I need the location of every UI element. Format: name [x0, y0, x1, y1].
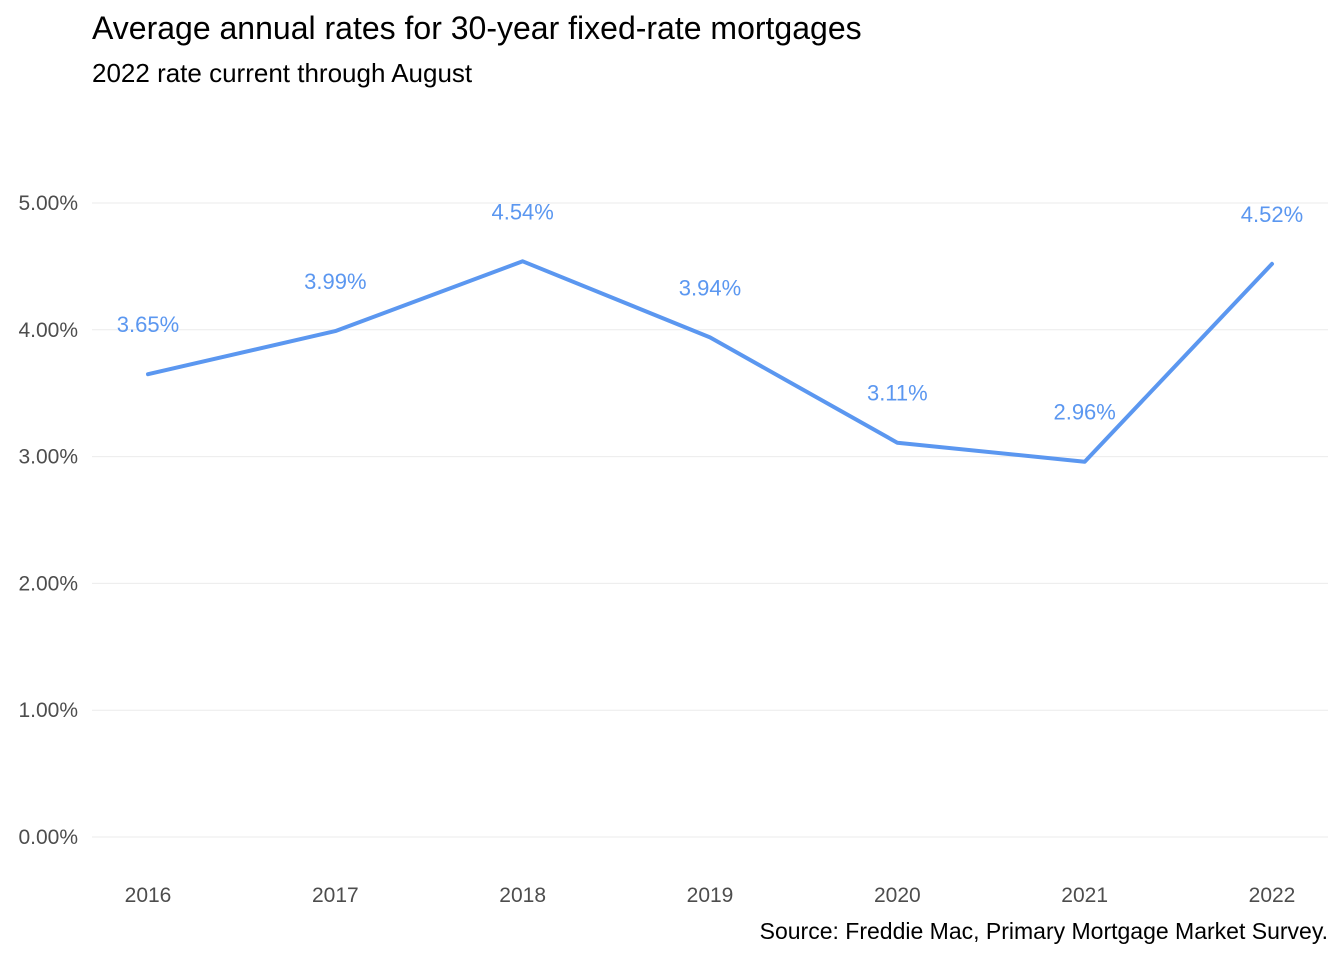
y-axis: 0.00% 1.00% 2.00% 3.00% 4.00% 5.00%: [18, 192, 78, 849]
series-mortgage-rate: [146, 259, 1274, 464]
x-tick-label: 2019: [687, 884, 734, 907]
x-tick-label: 2018: [499, 884, 546, 907]
data-label: 4.52%: [1241, 202, 1303, 227]
y-tick-label: 3.00%: [18, 446, 78, 469]
data-label: 3.99%: [304, 269, 366, 294]
x-tick-label: 2022: [1249, 884, 1296, 907]
data-label: 3.11%: [867, 381, 928, 406]
x-tick-label: 2017: [312, 884, 359, 907]
chart-subtitle: 2022 rate current through August: [92, 58, 473, 88]
chart-caption: Source: Freddie Mac, Primary Mortgage Ma…: [759, 918, 1328, 944]
data-label: 4.54%: [491, 199, 553, 224]
data-labels: 3.65% 3.99% 4.54% 3.94% 3.11% 2.96% 4.52%: [117, 199, 1303, 424]
x-axis: 2016 2017 2018 2019 2020 2021 2022: [125, 884, 1296, 907]
data-label: 3.65%: [117, 312, 179, 337]
series-line: [146, 259, 1274, 464]
x-tick-label: 2020: [874, 884, 921, 907]
y-tick-label: 1.00%: [18, 699, 78, 722]
y-tick-label: 4.00%: [18, 319, 78, 342]
x-tick-label: 2016: [125, 884, 172, 907]
y-tick-label: 0.00%: [18, 826, 78, 849]
x-tick-label: 2021: [1061, 884, 1108, 907]
y-tick-label: 2.00%: [18, 572, 78, 595]
gridlines: [92, 202, 1328, 838]
data-label: 3.94%: [679, 275, 741, 300]
chart-title: Average annual rates for 30-year fixed-r…: [92, 10, 862, 46]
y-tick-label: 5.00%: [18, 192, 78, 215]
data-label: 2.96%: [1053, 400, 1115, 425]
